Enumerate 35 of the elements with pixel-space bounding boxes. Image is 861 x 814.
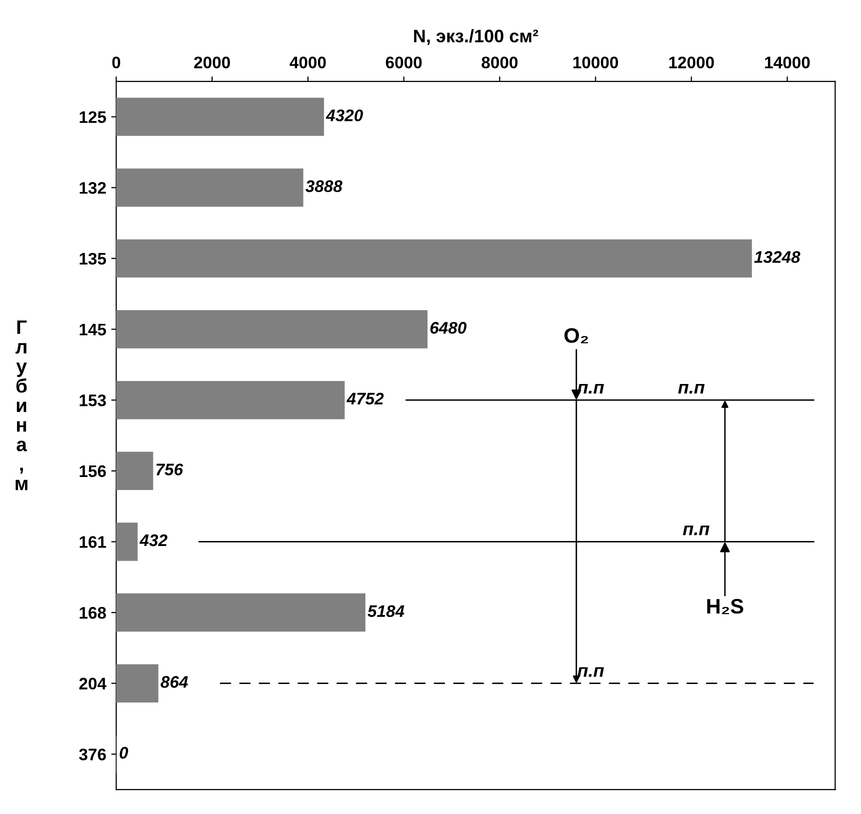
y-tick-label: 204 xyxy=(79,678,106,690)
data-label: 756 xyxy=(156,464,184,476)
x-tick-label: 0 xyxy=(112,56,120,68)
data-label: 4320 xyxy=(326,109,363,122)
x-tick-label: 4000 xyxy=(290,56,326,68)
data-label: 864 xyxy=(160,676,188,688)
annotation: H₂S xyxy=(707,598,744,614)
data-label: 4752 xyxy=(346,392,384,405)
data-label: 432 xyxy=(139,534,168,546)
y-tick-label: 153 xyxy=(80,394,106,406)
x-tick-label: 12000 xyxy=(669,56,714,68)
x-tick-label: 8000 xyxy=(482,56,518,68)
annotation: п.п xyxy=(678,384,705,394)
y-tick-label: 132 xyxy=(80,182,106,194)
x-tick-label: 6000 xyxy=(386,56,422,68)
annotation: O₂ xyxy=(564,328,588,344)
x-tick-label: 2000 xyxy=(194,56,230,68)
annotation: п.п xyxy=(682,526,710,536)
data-label: 0 xyxy=(120,746,128,759)
x-tick-label: 14000 xyxy=(765,56,810,68)
annotation: п.п xyxy=(578,667,604,677)
text: Глубина, м xyxy=(16,320,28,490)
y-tick-label: 125 xyxy=(80,111,106,124)
data-label: 6480 xyxy=(430,322,467,334)
y-tick-label: 145 xyxy=(80,324,106,336)
y-tick-label: 156 xyxy=(80,465,106,478)
data-label: 3888 xyxy=(305,180,342,192)
x-tick-label: 10000 xyxy=(573,56,618,68)
y-tick-label: 161 xyxy=(80,536,106,548)
data-label: 5184 xyxy=(368,605,404,618)
y-tick-label: 376 xyxy=(79,748,106,760)
y-tick-label: 168 xyxy=(80,606,106,619)
x-axis-title: N, экз./100 см² xyxy=(414,29,538,46)
data-label: 13248 xyxy=(754,251,800,263)
y-tick-label: 135 xyxy=(80,252,106,265)
